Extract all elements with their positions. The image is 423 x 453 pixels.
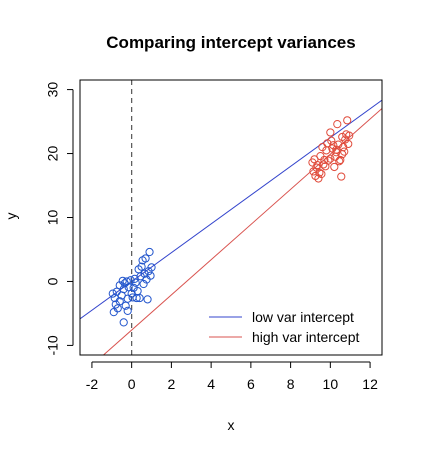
data-point-cluster-0 [131, 278, 140, 287]
data-point-cluster-10 [321, 162, 330, 171]
x-tick-label: 4 [207, 376, 215, 392]
regression-line-high-var [102, 108, 382, 355]
data-point-cluster-0 [137, 262, 146, 271]
legend-label-high-var: high var intercept [252, 329, 360, 345]
data-point-cluster-0 [109, 308, 118, 317]
data-point-cluster-0 [108, 289, 117, 298]
data-point-cluster-10 [337, 172, 346, 181]
data-point-cluster-0 [132, 293, 141, 303]
data-point-cluster-0 [140, 269, 149, 278]
data-point-cluster-10 [329, 141, 338, 150]
data-point-cluster-0 [115, 297, 124, 306]
data-point-cluster-10 [333, 120, 342, 129]
data-point-cluster-10 [327, 136, 336, 145]
x-tick-label: 0 [128, 376, 136, 392]
data-point-cluster-10 [338, 150, 347, 159]
x-tick-label: -2 [86, 376, 99, 392]
chart-title: Comparing intercept variances [106, 33, 355, 52]
data-point-cluster-10 [340, 147, 349, 156]
x-axis-label: x [228, 417, 235, 433]
data-point-cluster-0 [118, 276, 127, 285]
x-tick-label: 6 [247, 376, 255, 392]
plot-frame [79, 79, 383, 356]
data-point-cluster-10 [330, 162, 339, 172]
data-point-cluster-0 [143, 295, 152, 304]
x-tick-label: 8 [287, 376, 295, 392]
data-point-cluster-0 [139, 279, 148, 289]
data-point-cluster-10 [313, 160, 322, 170]
data-point-cluster-10 [314, 174, 323, 183]
x-tick-label: 2 [167, 376, 175, 392]
data-point-cluster-0 [145, 247, 154, 257]
data-point-cluster-10 [332, 145, 341, 154]
data-point-cluster-0 [135, 293, 144, 303]
y-tick-label: 10 [45, 210, 61, 226]
y-tick-label: -10 [45, 335, 61, 355]
y-tick-label: 0 [45, 277, 61, 285]
data-point-cluster-0 [119, 285, 128, 294]
data-point-cluster-10 [344, 139, 353, 149]
data-point-cluster-10 [317, 169, 326, 179]
data-point-cluster-10 [336, 155, 345, 165]
data-point-cluster-0 [126, 276, 135, 285]
data-point-cluster-10 [345, 131, 354, 140]
data-point-cluster-0 [122, 277, 131, 286]
legend: low var intercept high var intercept [209, 309, 360, 345]
data-point-cluster-10 [326, 154, 335, 163]
legend-label-low-var: low var intercept [252, 309, 354, 325]
data-point-cluster-10 [343, 116, 352, 125]
data-point-cluster-10 [320, 155, 329, 165]
data-point-cluster-10 [323, 139, 332, 148]
plot-area [80, 80, 382, 355]
data-point-cluster-0 [146, 271, 155, 280]
data-point-cluster-10 [326, 128, 335, 137]
data-point-cluster-0 [119, 318, 128, 327]
y-tick-label: 30 [45, 82, 61, 98]
data-point-cluster-10 [316, 152, 325, 161]
data-point-cluster-10 [332, 148, 341, 157]
data-point-cluster-0 [141, 254, 150, 263]
data-point-cluster-0 [123, 294, 132, 303]
y-axis: -10 0 10 20 30 [45, 82, 74, 356]
data-point-cluster-0 [123, 306, 132, 315]
data-point-cluster-10 [335, 157, 344, 166]
x-axis: -2 0 2 4 6 8 10 12 [86, 361, 378, 392]
data-point-cluster-10 [315, 168, 324, 177]
y-axis-label: y [3, 213, 19, 220]
x-tick-label: 10 [323, 376, 339, 392]
data-point-cluster-10 [334, 140, 343, 149]
x-tick-label: 12 [362, 376, 378, 392]
y-tick-label: 20 [45, 146, 61, 162]
data-point-cluster-0 [147, 263, 156, 272]
